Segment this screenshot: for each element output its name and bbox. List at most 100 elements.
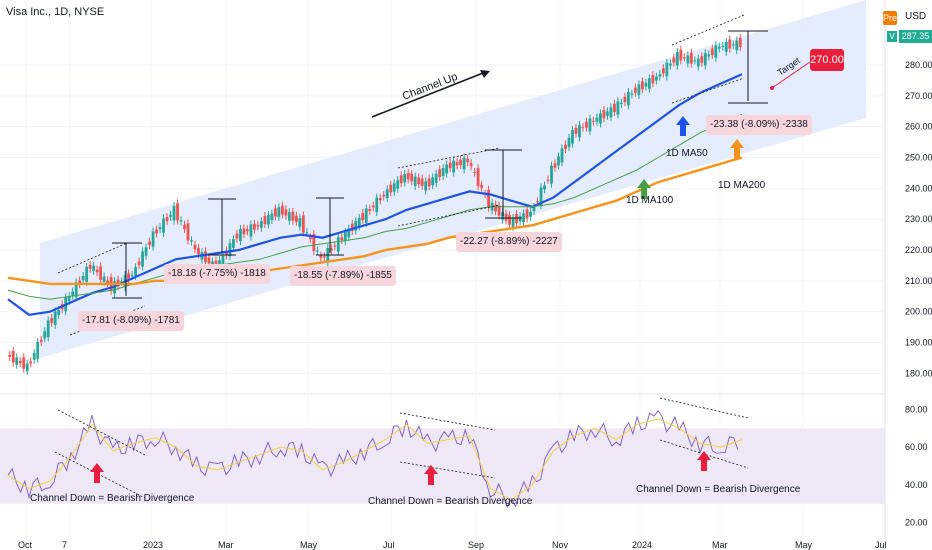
price-tick-label: 260.00 <box>905 122 932 132</box>
candle-body <box>560 148 564 163</box>
candle-body <box>378 198 382 201</box>
candle-body <box>312 234 316 251</box>
candle-body <box>301 215 305 233</box>
candle-body <box>385 189 389 199</box>
candle-body <box>162 218 165 233</box>
candle-body <box>647 78 651 89</box>
candle-body <box>532 206 536 212</box>
candle-body <box>602 109 606 119</box>
candle-body <box>564 144 567 150</box>
drop-annotation-4: -22.27 (-8.89%) -2227 <box>456 232 562 252</box>
candle-body <box>543 185 546 190</box>
candle-body <box>668 63 672 66</box>
candle-body <box>280 205 284 215</box>
price-tick-label: 210.00 <box>905 276 932 286</box>
divergence-label-2: Channel Down = Bearish Divergence <box>368 496 533 507</box>
currency-label[interactable]: USD <box>905 11 927 22</box>
moving-averages <box>7 73 743 316</box>
candle-body <box>497 205 501 216</box>
candle-body <box>85 266 89 282</box>
candle-body <box>609 107 613 118</box>
candle-body <box>717 46 721 49</box>
arrow-head-icon <box>480 70 490 78</box>
candle-body <box>452 160 456 173</box>
candle-body <box>441 168 445 176</box>
candle-body <box>319 255 323 258</box>
drop-annotation-5: -23.38 (-8.09%) -2338 <box>706 115 812 135</box>
time-tick-label: Jul <box>383 540 395 550</box>
pre-market-badge[interactable]: Pre <box>883 11 898 25</box>
candle-body <box>536 201 539 203</box>
candle-body <box>333 245 337 247</box>
candle-body <box>361 212 365 221</box>
marker-arrow-icon <box>676 116 690 125</box>
drop-annotation-3: -18.55 (-7.89%) -1855 <box>290 266 396 286</box>
candle-body <box>476 168 480 187</box>
candle-body <box>515 214 518 224</box>
candle-body <box>144 247 148 256</box>
channel-trendline <box>671 14 745 46</box>
candle-body <box>141 251 144 267</box>
rsi-tick-label: 60.00 <box>905 442 928 452</box>
candle-body <box>78 280 82 285</box>
candle-body <box>574 127 578 134</box>
channel-trendline <box>397 204 501 227</box>
rsi-trendline <box>659 397 749 419</box>
candle-body <box>322 256 326 258</box>
candle-body <box>235 233 239 239</box>
candle-body <box>714 45 718 58</box>
candle-body <box>644 82 648 87</box>
candle-body <box>336 237 340 252</box>
candle-body <box>270 213 274 220</box>
candle-body <box>225 250 228 256</box>
time-tick-label: 7 <box>62 540 67 550</box>
candle-body <box>204 251 207 263</box>
candle-body <box>99 266 103 280</box>
time-tick-label: Sep <box>468 540 484 550</box>
candle-body <box>438 169 442 177</box>
candle-body <box>434 173 438 183</box>
candle-body <box>176 203 179 221</box>
candle-body <box>724 41 728 52</box>
candle-body <box>106 280 110 284</box>
candle-body <box>640 81 644 90</box>
candle-body <box>738 37 742 48</box>
candle-body <box>273 208 277 217</box>
candle-body <box>620 102 623 104</box>
candle-body <box>700 56 704 63</box>
candle-body <box>183 224 186 230</box>
marker-arrow-icon <box>637 179 651 188</box>
candle-body <box>703 53 707 66</box>
candle-body <box>693 60 697 62</box>
time-tick-label: 2023 <box>143 540 163 550</box>
candle-body <box>627 91 630 106</box>
candle-body <box>343 231 347 242</box>
candle-body <box>571 130 574 144</box>
candle-body <box>256 224 260 227</box>
candle-body <box>242 228 246 235</box>
candle-body <box>606 111 609 116</box>
candle-body <box>494 204 497 212</box>
candle-body <box>529 211 532 217</box>
candle-body <box>92 265 96 271</box>
time-tick-label: Nov <box>552 540 569 550</box>
ma50-label: 1D MA50 <box>666 148 708 159</box>
candle-body <box>585 121 588 128</box>
candle-body <box>469 163 473 167</box>
candle-body <box>190 240 193 242</box>
price-tick-label: 200.00 <box>905 307 932 317</box>
candle-body <box>375 197 379 213</box>
rsi-trendline <box>54 451 146 499</box>
candle-body <box>462 157 466 170</box>
candle-body <box>613 103 616 113</box>
rsi-pane <box>7 410 743 509</box>
candle-body <box>592 120 595 122</box>
candle-body <box>193 244 197 250</box>
channel-trendline <box>671 77 745 104</box>
candle-body <box>266 215 270 225</box>
candle-body <box>357 217 361 227</box>
1d-ma200-line <box>7 156 743 286</box>
candle-body <box>473 171 477 173</box>
candle-body <box>120 281 123 283</box>
candle-body <box>466 158 470 163</box>
